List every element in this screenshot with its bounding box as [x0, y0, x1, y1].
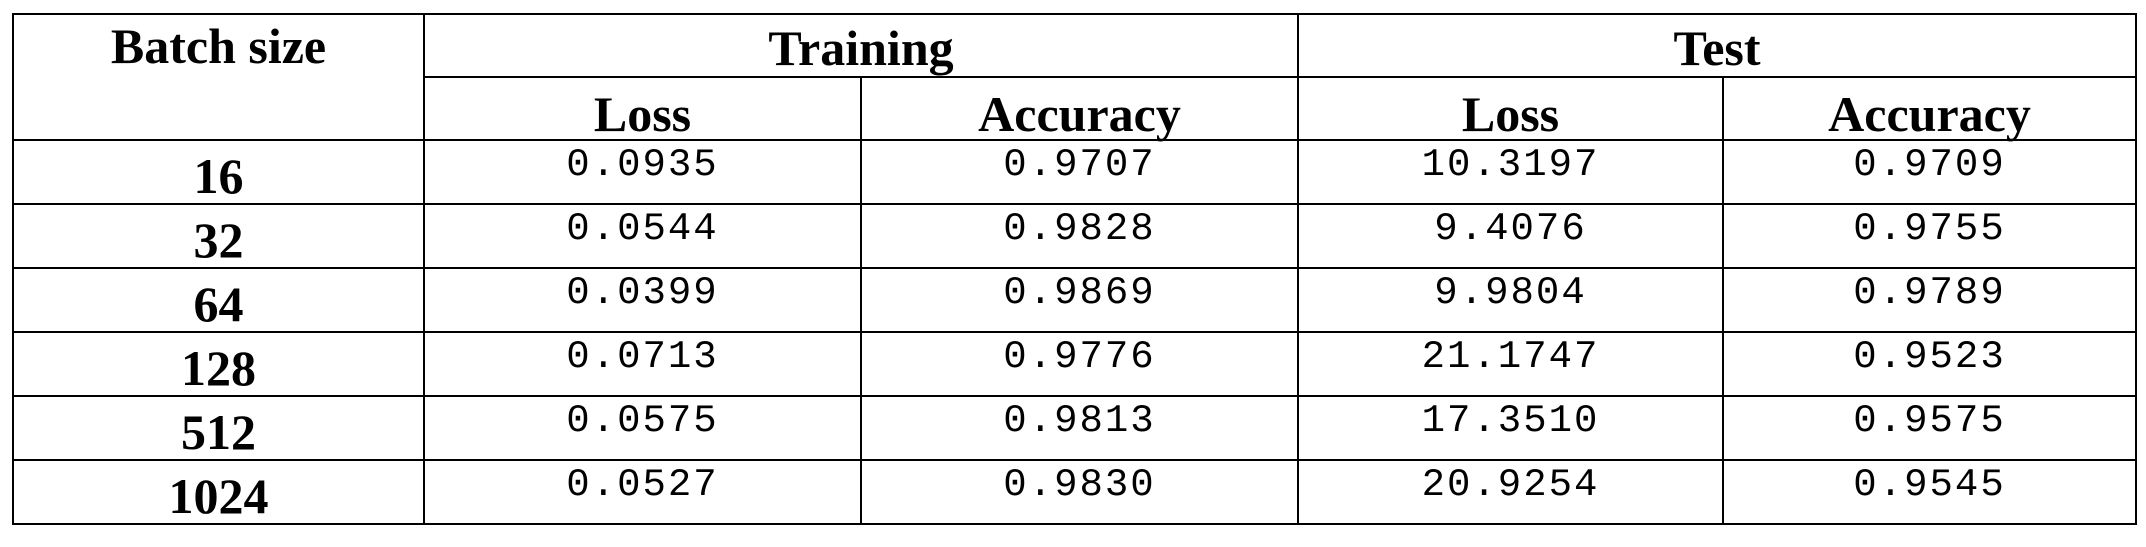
table-row: 1024 0.0527 0.9830 20.9254 0.9545 [12, 459, 2138, 525]
training-accuracy-cell: 0.9776 [859, 331, 1300, 397]
test-loss-cell: 9.4076 [1297, 203, 1725, 269]
training-accuracy-cell: 0.9830 [859, 459, 1300, 525]
training-header: Training [422, 13, 1300, 78]
test-accuracy-cell: 0.9755 [1722, 203, 2138, 269]
batch-size-header: Batch size [12, 13, 425, 141]
test-accuracy-cell: 0.9523 [1722, 331, 2138, 397]
training-loss-cell: 0.0935 [423, 139, 862, 205]
header-row-top: Batch size Training Test [12, 13, 2138, 141]
training-accuracy-cell: 0.9707 [859, 139, 1300, 205]
batch-size-cell: 32 [12, 203, 425, 269]
batch-size-cell: 512 [12, 395, 425, 461]
test-loss-cell: 9.9804 [1297, 267, 1725, 333]
table-row: 32 0.0544 0.9828 9.4076 0.9755 [12, 203, 2138, 269]
training-accuracy-cell: 0.9813 [859, 395, 1300, 461]
training-loss-cell: 0.0399 [423, 267, 862, 333]
table-row: 64 0.0399 0.9869 9.9804 0.9789 [12, 267, 2138, 333]
header-row-sub: Loss Accuracy Loss Accuracy [13, 76, 2138, 141]
batch-size-cell: 16 [12, 139, 425, 205]
batch-size-cell: 128 [12, 331, 425, 397]
training-accuracy-header: Accuracy [859, 76, 1300, 141]
test-header: Test [1297, 13, 2138, 78]
test-accuracy-cell: 0.9575 [1722, 395, 2138, 461]
test-accuracy-cell: 0.9545 [1722, 459, 2138, 525]
training-loss-cell: 0.0527 [423, 459, 862, 525]
training-loss-cell: 0.0544 [423, 203, 862, 269]
test-accuracy-cell: 0.9789 [1722, 267, 2138, 333]
training-loss-cell: 0.0713 [423, 331, 862, 397]
training-loss-header: Loss [423, 76, 862, 141]
test-loss-header: Loss [1297, 76, 1725, 141]
test-accuracy-header: Accuracy [1722, 76, 2138, 141]
test-accuracy-cell: 0.9709 [1722, 139, 2138, 205]
results-table: Batch size Training Test Loss Accuracy L… [12, 13, 2138, 525]
test-loss-cell: 21.1747 [1297, 331, 1725, 397]
table-row: 512 0.0575 0.9813 17.3510 0.9575 [12, 395, 2138, 461]
batch-size-cell: 64 [12, 267, 425, 333]
batch-size-cell: 1024 [12, 459, 425, 525]
training-loss-cell: 0.0575 [423, 395, 862, 461]
test-loss-cell: 17.3510 [1297, 395, 1725, 461]
table-row: 128 0.0713 0.9776 21.1747 0.9523 [12, 331, 2138, 397]
training-accuracy-cell: 0.9869 [859, 267, 1300, 333]
test-loss-cell: 20.9254 [1297, 459, 1725, 525]
training-accuracy-cell: 0.9828 [859, 203, 1300, 269]
test-loss-cell: 10.3197 [1297, 139, 1725, 205]
table-row: 16 0.0935 0.9707 10.3197 0.9709 [12, 139, 2138, 205]
